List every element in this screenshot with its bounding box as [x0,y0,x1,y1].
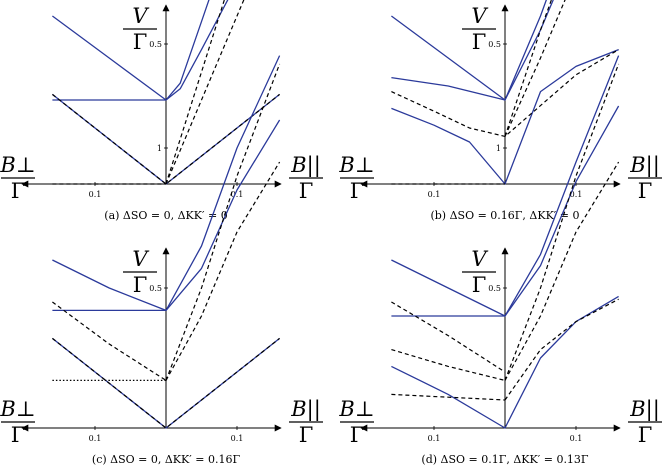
x-axis-label-right-numerator: B|| [290,153,321,178]
y-tick-label: 0.5 [149,284,162,293]
series-line-6 [165,63,281,381]
x-axis-label-left-numerator: B⊥ [338,153,374,177]
y-tick-label: 0.5 [488,40,501,49]
x-axis-label-left: B⊥Γ [338,153,374,203]
x-axis-label-left-numerator: B⊥ [0,397,36,421]
series-line-4 [391,301,506,373]
x-axis-label-right-denominator: Γ [638,423,653,447]
x-axis-label-left-numerator: B⊥ [338,397,374,421]
x-tick-label: 0.1 [570,434,583,443]
y-axis-label-numerator: V [132,247,149,271]
x-axis-label-left-numerator: B⊥ [0,153,36,177]
x-axis-label-right: B||Γ [289,153,323,203]
x-axis-label-left: B⊥Γ [338,397,374,447]
y-tick-label: 0.5 [488,284,501,293]
series-line-7 [165,161,281,381]
y-axis-label-denominator: Γ [133,30,148,54]
series-line-8 [504,161,620,381]
series-line-2 [391,0,554,101]
x-tick-label: 0.1 [570,190,583,199]
y-tick-label: 1 [157,144,162,153]
y-tick-label: 1 [496,144,501,153]
series-line-1 [52,55,281,312]
series-line-4 [52,337,280,429]
x-axis-label-left: B⊥Γ [0,397,36,447]
x-tick-label: 0.1 [428,434,441,443]
x-axis-label-right: B||Γ [628,397,662,447]
series-line-6 [504,0,566,137]
y-axis-label-numerator: V [471,4,488,28]
x-axis-label-right-numerator: B|| [629,153,660,178]
x-axis-label-right-numerator: B|| [290,397,321,422]
panel-caption: (b) ΔSO = 0.16Γ, ΔKK′ = 0 [430,209,579,222]
y-axis-label-denominator: Γ [472,30,487,54]
x-axis-label-left-denominator: Γ [11,423,26,447]
x-axis-label-right-numerator: B|| [629,397,660,422]
series-line-5 [52,301,167,381]
series-line-6 [391,393,506,401]
series-line-7 [504,63,620,381]
series-line-5 [504,0,553,137]
x-axis-label-right-denominator: Γ [638,179,653,203]
y-axis-label: VΓ [462,4,496,54]
x-axis-label-left-denominator: Γ [11,179,26,203]
x-tick-label: 0.1 [231,190,244,199]
series-line-5 [391,349,506,381]
series-line-1 [391,55,620,317]
x-tick-label: 0.1 [428,190,441,199]
panel-caption: (a) ΔSO = 0, ΔKK′ = 0 [104,209,227,222]
x-axis-label-right-denominator: Γ [299,179,314,203]
x-tick-label: 0.1 [89,434,102,443]
x-axis-label-left-denominator: Γ [350,423,365,447]
y-axis-label-numerator: V [471,247,488,271]
y-tick-label: 0.5 [149,40,162,49]
x-tick-label: 0.1 [231,434,244,443]
series-line-1 [52,0,210,101]
x-tick-label: 0.1 [89,190,102,199]
series-line-1 [391,0,547,101]
y-axis-label-denominator: Γ [133,273,148,297]
series-line-2 [391,105,620,317]
x-axis-label-right: B||Γ [289,397,323,447]
x-axis-label-left: B⊥Γ [0,153,36,203]
x-axis-label-right: B||Γ [628,153,662,203]
series-line-2 [52,0,229,101]
y-axis-label-numerator: V [132,4,149,28]
y-axis-label: VΓ [462,247,496,297]
series-line-2 [52,119,281,312]
series-line-4 [52,93,280,185]
series-line-9 [504,298,619,401]
x-axis-label-left-denominator: Γ [350,179,365,203]
panel-caption: (c) ΔSO = 0, ΔKK′ = 0.16Γ [92,453,241,466]
y-axis-label: VΓ [123,247,157,297]
y-axis-label-denominator: Γ [472,273,487,297]
y-axis-label: VΓ [123,4,157,54]
panel-caption: (d) ΔSO = 0.1Γ, ΔKK′ = 0.13Γ [421,453,589,466]
x-axis-label-right-denominator: Γ [299,423,314,447]
